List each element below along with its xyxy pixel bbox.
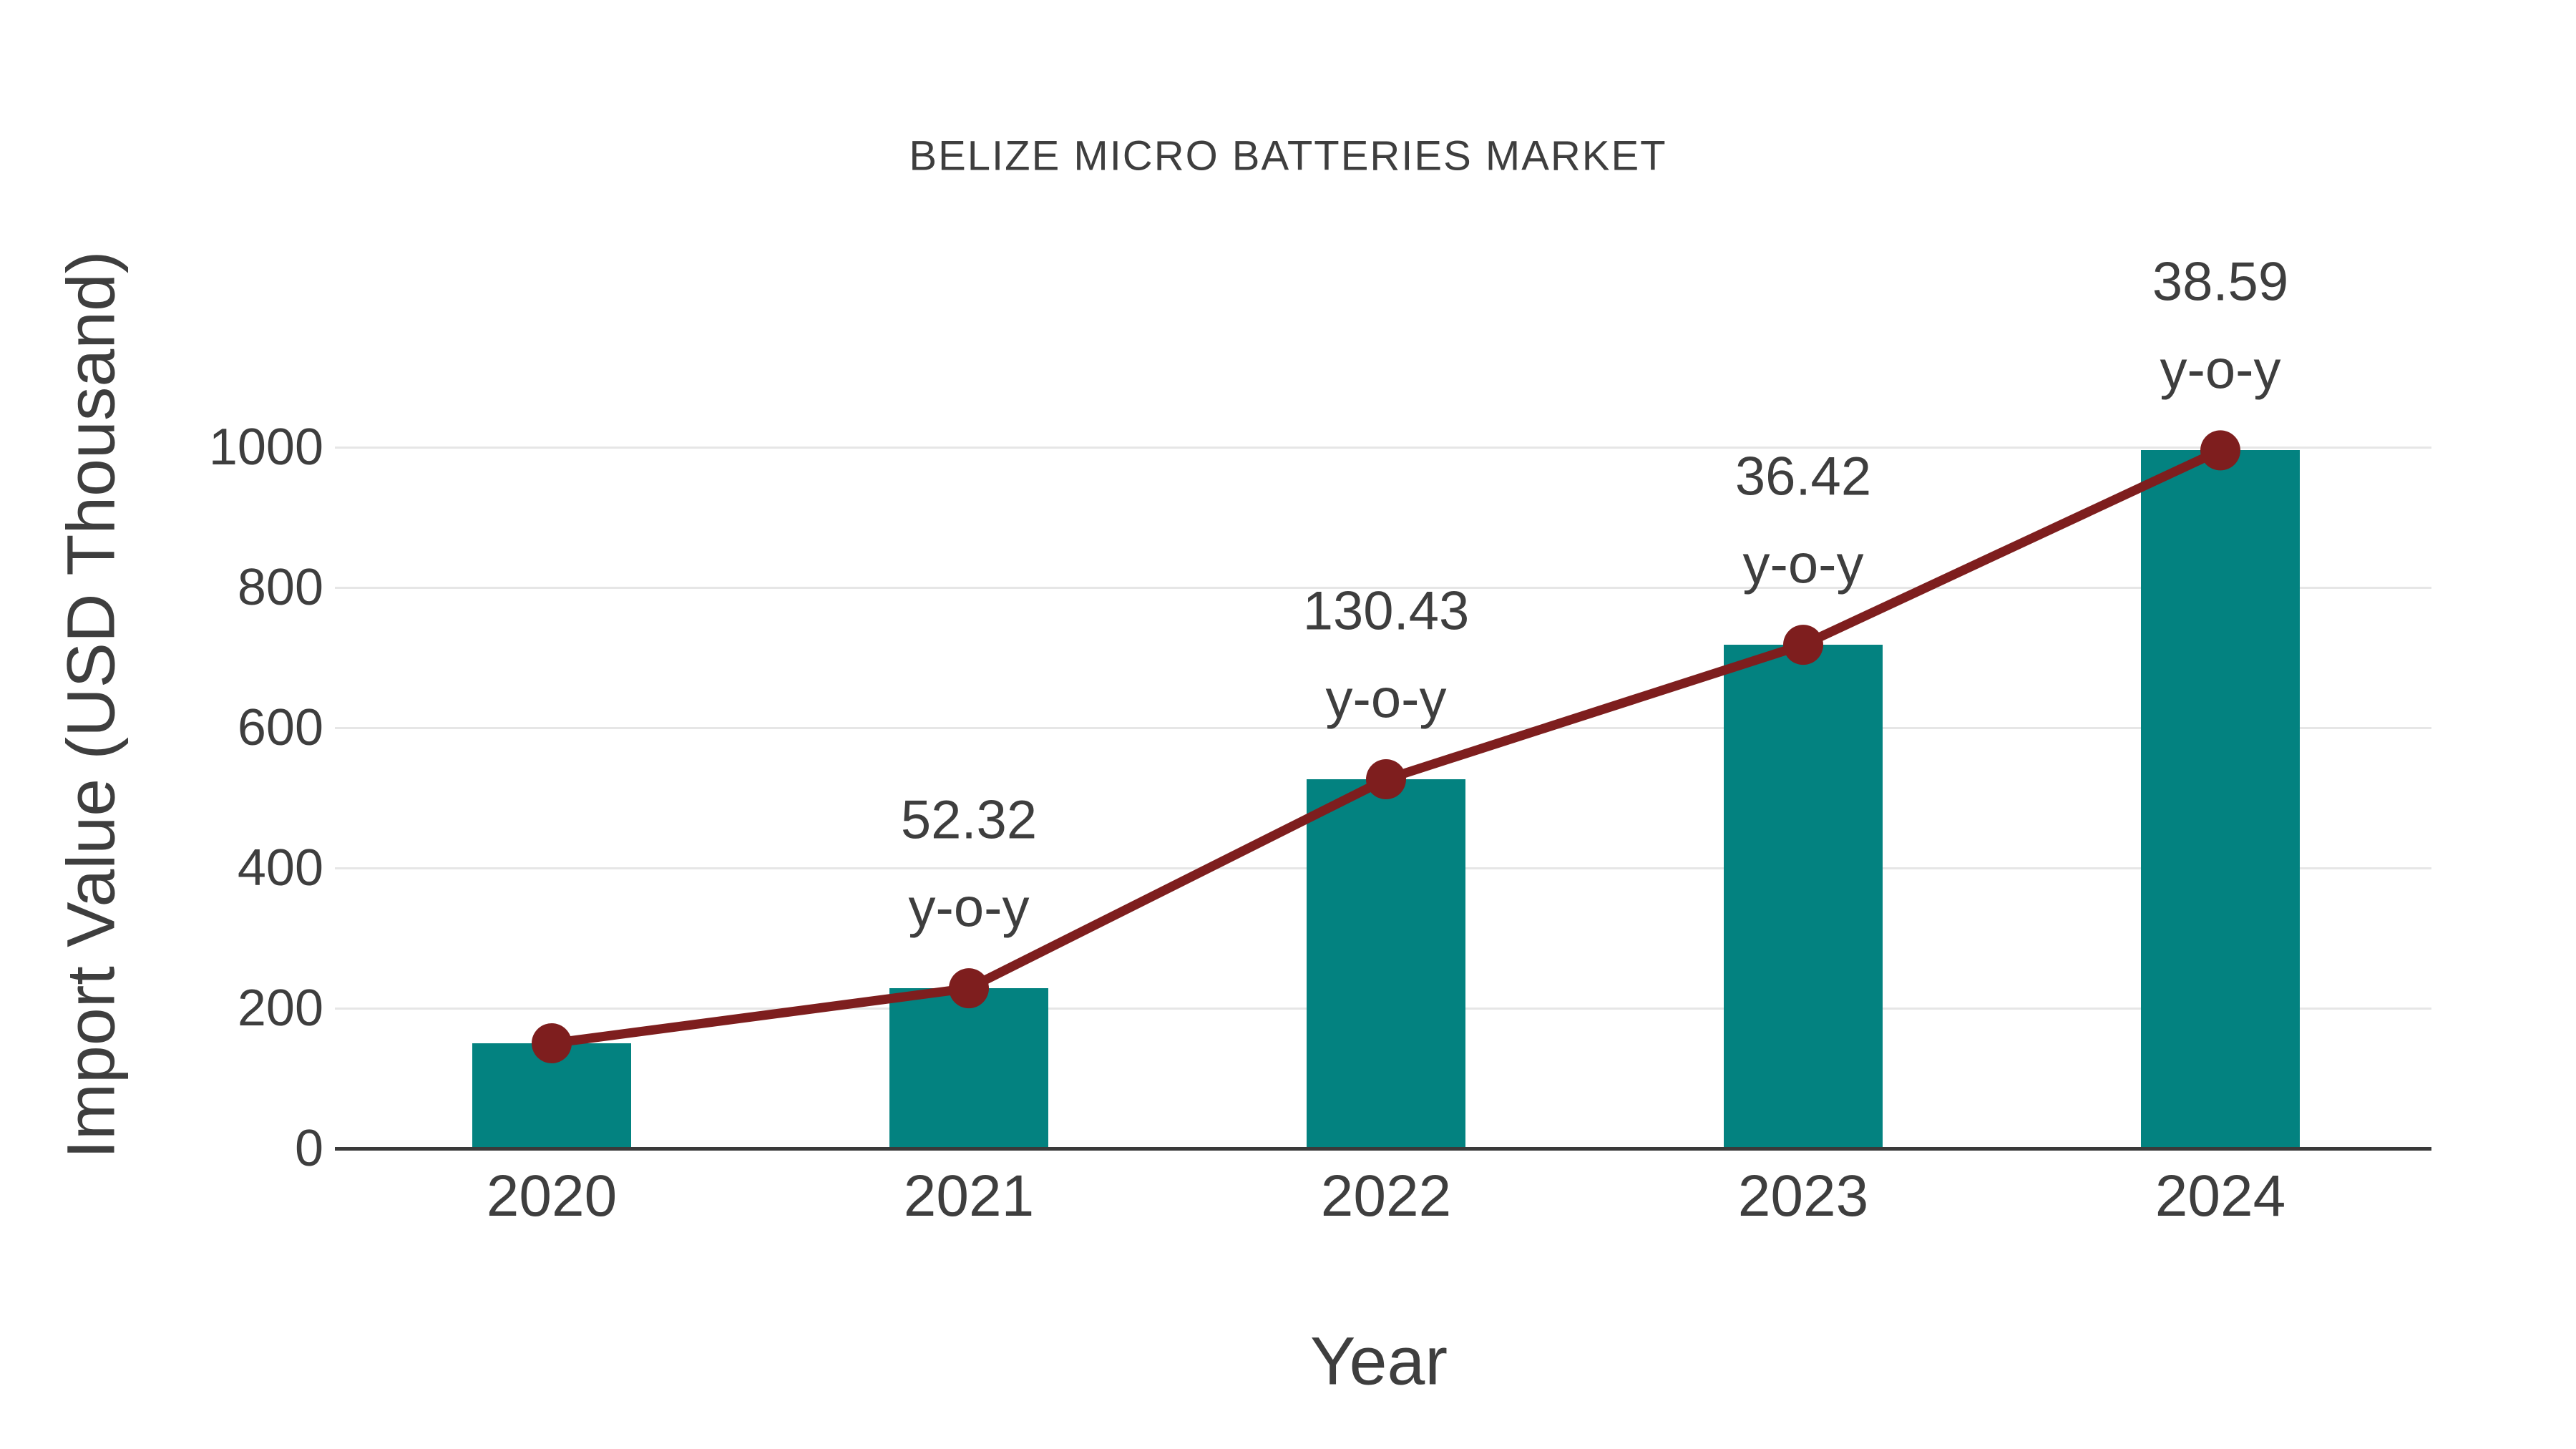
trend-marker-2020: [532, 1023, 572, 1063]
gridline-600: [335, 726, 2431, 729]
trend-marker-2022: [1366, 759, 1406, 800]
y-tick-label-1000: 1000: [208, 419, 323, 476]
y-tick-label-400: 400: [237, 839, 323, 897]
trend-marker-2024: [2200, 430, 2240, 471]
annotation-value-2021: 52.32: [900, 789, 1038, 851]
annotation-value-2023: 36.42: [1735, 446, 1872, 507]
x-axis-line: [335, 1147, 2431, 1151]
bar-2022: [1307, 779, 1465, 1148]
gridline-800: [335, 586, 2431, 589]
bar-2024: [2141, 450, 2300, 1148]
x-tick-label-2024: 2024: [2155, 1163, 2286, 1229]
bar-2023: [1724, 645, 1883, 1148]
y-tick-label-600: 600: [237, 699, 323, 756]
x-tick-label-2022: 2022: [1320, 1163, 1452, 1229]
y-tick-label-200: 200: [237, 980, 323, 1037]
annotation-yoy-2022: y-o-y: [1325, 668, 1447, 730]
trend-marker-2021: [949, 968, 989, 1009]
x-tick-label-2021: 2021: [903, 1163, 1035, 1229]
bar-2021: [889, 988, 1048, 1148]
y-tick-label-800: 800: [237, 559, 323, 616]
x-tick-label-2020: 2020: [486, 1163, 618, 1229]
chart-title: BELIZE MICRO BATTERIES MARKET: [909, 132, 1667, 180]
annotation-value-2022: 130.43: [1302, 580, 1470, 642]
annotation-value-2024: 38.59: [2152, 251, 2289, 313]
annotation-yoy-2024: y-o-y: [2160, 339, 2281, 401]
trend-line: [551, 446, 2223, 1048]
annotation-yoy-2021: y-o-y: [908, 877, 1030, 939]
x-tick-label-2023: 2023: [1737, 1163, 1869, 1229]
annotation-yoy-2023: y-o-y: [1742, 534, 1864, 595]
gridline-1000: [335, 446, 2431, 449]
trend-marker-2023: [1783, 625, 1823, 665]
x-axis-title: Year: [1310, 1323, 1448, 1400]
y-tick-label-0: 0: [294, 1120, 323, 1177]
